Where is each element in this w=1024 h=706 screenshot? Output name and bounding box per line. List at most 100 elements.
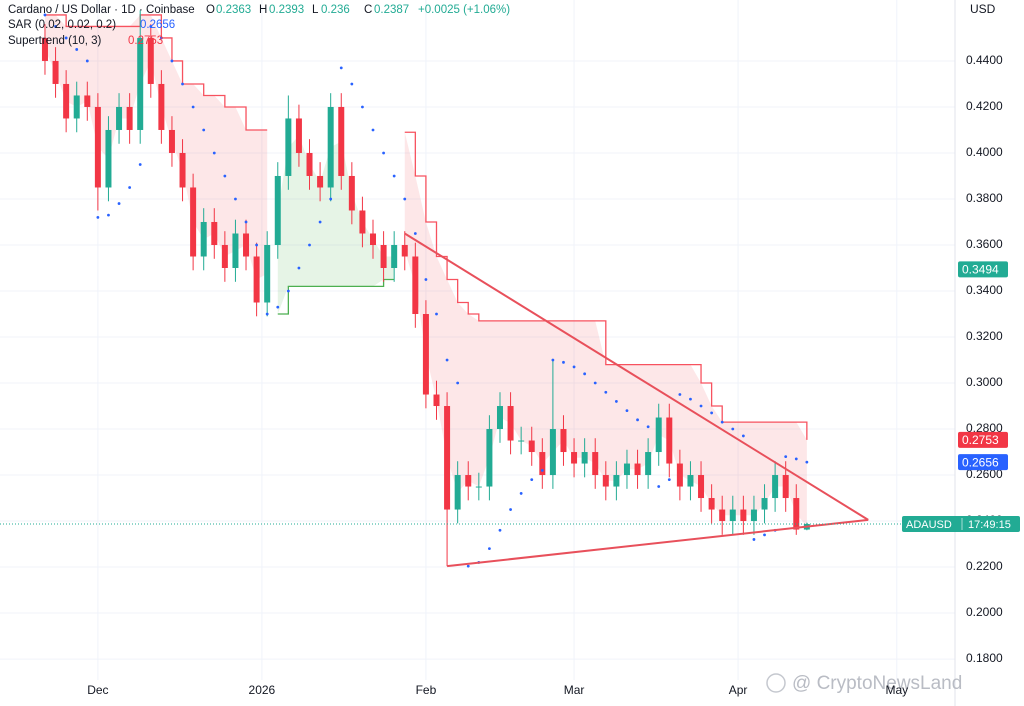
sar-dot [128,186,132,189]
indicator-value: 0.2656 [140,19,175,31]
sar-dot [223,174,227,178]
sar-dot [741,434,745,438]
ohlc-value: 0.236 [321,4,350,16]
y-tick-label: 0.3400 [966,283,1003,297]
sar-dot [636,418,639,422]
ohlc-label: C [364,4,372,16]
sar-dot [329,197,333,201]
y-tick-label: 0.4200 [966,99,1003,113]
sar-dot [752,538,756,541]
sar-dot [159,36,163,40]
fills [44,14,807,527]
candle-body [94,106,101,188]
candle-body [422,314,429,395]
x-tick-label: Dec [87,683,108,697]
ohlc-value: 0.2363 [216,4,251,16]
sar-dot [276,305,280,309]
sar-dot [466,564,470,568]
candle-body [528,440,535,453]
candle-body [264,244,271,303]
candle-body [52,60,59,84]
candle-body [581,452,588,464]
candle-body [147,37,154,84]
sar-dot [265,312,269,316]
ohlc-label: O [206,4,215,16]
candle-body [41,37,48,61]
price-tag-label: 0.2656 [962,455,999,469]
y-tick-label: 0.3800 [966,191,1003,205]
candle-body [380,244,387,268]
candle-body [475,486,482,488]
watermark: @ CryptoNewsLand [792,673,962,694]
y-tick-label: 0.4400 [966,53,1003,67]
candle-body [634,463,641,476]
price-tag-label: 0.3494 [962,263,999,277]
sar-dot [488,547,491,551]
sar-dot [361,105,364,109]
symbol-label: ADAUSD [906,519,952,531]
candle-body [232,233,239,268]
sar-dot [689,397,692,401]
candle-body [200,221,207,257]
candle-body [676,463,683,487]
candle-body [465,475,472,487]
candle-body [63,83,70,119]
candle-body [655,417,662,453]
sar-dot [54,25,57,28]
y-tick-label: 0.3600 [966,237,1003,251]
ohlc-value: 0.2393 [269,4,304,16]
x-tick-label: Apr [729,683,748,697]
sar-dot [678,393,682,396]
indicator-name: Supertrend (10, 3) [8,35,102,47]
candle-body [168,129,175,153]
y-tick-label: 0.1800 [966,651,1003,665]
sar-dot [43,13,47,17]
symbol-tag [902,516,1020,533]
candle-body [137,37,144,130]
sar-dot [519,492,523,495]
y-tick-label: 0.2000 [966,605,1003,619]
candle-body [370,233,377,245]
candle-body [539,452,546,476]
y-tick-label: 0.4000 [966,145,1003,159]
candle-body [359,210,366,234]
sar-dot [244,220,248,224]
y-tick-label: 0.2200 [966,559,1003,573]
sar-dot [170,59,174,63]
sar-dot [75,48,79,51]
price-tag [958,454,1008,471]
sar-dot [625,409,629,413]
x-tick-label: 2026 [249,683,276,697]
sar-dot [583,372,587,376]
sar-dot [657,485,661,488]
candle-body [391,244,398,268]
sar-dot [308,243,311,247]
ohlc-label: H [259,4,267,16]
candle-body [73,95,80,119]
candle-body [496,406,503,430]
sar-dot [562,360,565,364]
supertrend-fill [404,132,807,527]
candle-body [740,509,747,522]
candle-body [444,406,451,510]
sar-dot [720,420,724,424]
ohlc-value: 0.2387 [374,4,409,16]
y-tick-label: 0.2600 [966,467,1003,481]
sar-dot [85,59,89,63]
candle-body [327,106,334,188]
candle-body [253,256,260,303]
sar-dot [392,174,396,178]
sar-dot [202,128,206,132]
candle-body [190,187,197,257]
candle-body [729,509,736,522]
candle-body [126,106,133,130]
sar-dot [350,82,354,86]
ohlc-label: L [312,4,319,16]
candle-body [338,106,345,176]
candle-body [571,452,578,464]
price-tag [958,261,1008,278]
sar-dot [805,460,809,464]
sar-dot [424,278,428,281]
sar-dot [107,213,110,217]
price-tag [958,431,1008,448]
